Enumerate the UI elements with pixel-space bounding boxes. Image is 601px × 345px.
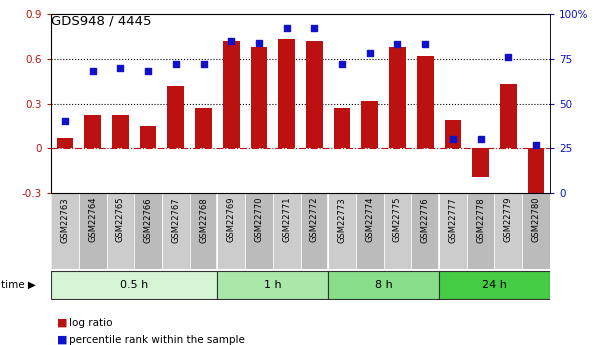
Point <box>421 41 430 47</box>
Bar <box>472 148 489 177</box>
Bar <box>162 193 190 269</box>
Point <box>448 137 458 142</box>
Bar <box>528 148 545 204</box>
Text: log ratio: log ratio <box>69 318 112 327</box>
Bar <box>112 116 129 148</box>
Text: ■: ■ <box>57 318 67 327</box>
Bar <box>168 86 184 148</box>
Text: GSM22765: GSM22765 <box>116 197 125 243</box>
Bar <box>245 193 273 269</box>
Bar <box>500 84 517 148</box>
Text: GSM22778: GSM22778 <box>476 197 485 243</box>
Bar <box>84 116 101 148</box>
Bar <box>190 193 218 269</box>
Bar <box>79 193 106 269</box>
Text: GSM22775: GSM22775 <box>393 197 402 243</box>
Bar <box>134 193 162 269</box>
Bar <box>218 193 245 269</box>
Text: GSM22767: GSM22767 <box>171 197 180 243</box>
Text: GSM22768: GSM22768 <box>199 197 208 243</box>
Text: 1 h: 1 h <box>264 280 282 289</box>
Bar <box>522 193 550 269</box>
Text: percentile rank within the sample: percentile rank within the sample <box>69 335 245 345</box>
Bar <box>51 193 79 269</box>
Text: GSM22770: GSM22770 <box>254 197 263 243</box>
Point <box>476 137 486 142</box>
Text: GSM22773: GSM22773 <box>338 197 347 243</box>
Text: GSM22769: GSM22769 <box>227 197 236 243</box>
Text: time ▶: time ▶ <box>1 280 36 289</box>
Bar <box>140 126 156 148</box>
Text: 24 h: 24 h <box>482 280 507 289</box>
Text: 0.5 h: 0.5 h <box>120 280 148 289</box>
Text: GSM22763: GSM22763 <box>61 197 70 243</box>
Bar <box>411 193 439 269</box>
Point <box>531 142 541 148</box>
Point <box>254 40 264 45</box>
Point <box>365 50 374 56</box>
Bar <box>445 120 461 148</box>
Bar <box>306 41 323 148</box>
Text: GSM22764: GSM22764 <box>88 197 97 243</box>
Bar <box>195 108 212 148</box>
Point <box>143 68 153 74</box>
Bar <box>51 270 218 298</box>
Bar <box>439 270 550 298</box>
Point <box>337 61 347 67</box>
Point <box>310 26 319 31</box>
Point <box>60 119 70 124</box>
Bar <box>389 47 406 148</box>
Bar <box>439 193 467 269</box>
Bar <box>383 193 411 269</box>
Bar <box>328 270 439 298</box>
Point <box>115 65 125 70</box>
Bar <box>334 108 350 148</box>
Text: 8 h: 8 h <box>375 280 392 289</box>
Bar <box>328 193 356 269</box>
Point <box>227 38 236 43</box>
Bar <box>361 100 378 148</box>
Bar <box>106 193 134 269</box>
Text: GSM22774: GSM22774 <box>365 197 374 243</box>
Bar <box>495 193 522 269</box>
Text: GSM22777: GSM22777 <box>448 197 457 243</box>
Text: GSM22779: GSM22779 <box>504 197 513 243</box>
Text: GSM22776: GSM22776 <box>421 197 430 243</box>
Bar <box>356 193 383 269</box>
Point <box>171 61 181 67</box>
Text: GDS948 / 4445: GDS948 / 4445 <box>51 14 151 28</box>
Point <box>392 41 402 47</box>
Text: GSM22766: GSM22766 <box>144 197 153 243</box>
Point <box>88 68 97 74</box>
Text: GSM22780: GSM22780 <box>531 197 540 243</box>
Text: ■: ■ <box>57 335 67 345</box>
Bar <box>278 39 295 148</box>
Point <box>199 61 209 67</box>
Text: GSM22772: GSM22772 <box>310 197 319 243</box>
Bar <box>251 47 267 148</box>
Bar <box>467 193 495 269</box>
Bar <box>300 193 328 269</box>
Bar <box>218 270 328 298</box>
Text: GSM22771: GSM22771 <box>282 197 291 243</box>
Bar <box>417 56 433 148</box>
Bar <box>223 41 240 148</box>
Bar <box>56 138 73 148</box>
Bar <box>273 193 300 269</box>
Point <box>282 26 291 31</box>
Point <box>504 54 513 60</box>
